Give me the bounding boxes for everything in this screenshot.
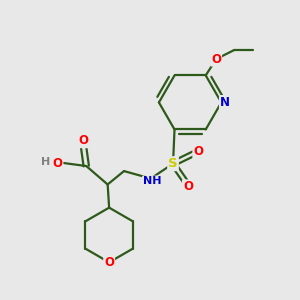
Text: O: O — [183, 180, 193, 193]
Text: H: H — [41, 157, 50, 166]
Text: O: O — [52, 157, 62, 169]
Text: O: O — [193, 145, 203, 158]
Text: O: O — [104, 256, 114, 269]
Text: O: O — [211, 52, 221, 66]
Text: O: O — [78, 134, 88, 147]
Text: S: S — [168, 157, 178, 170]
Text: NH: NH — [143, 176, 161, 187]
Text: N: N — [220, 96, 230, 109]
